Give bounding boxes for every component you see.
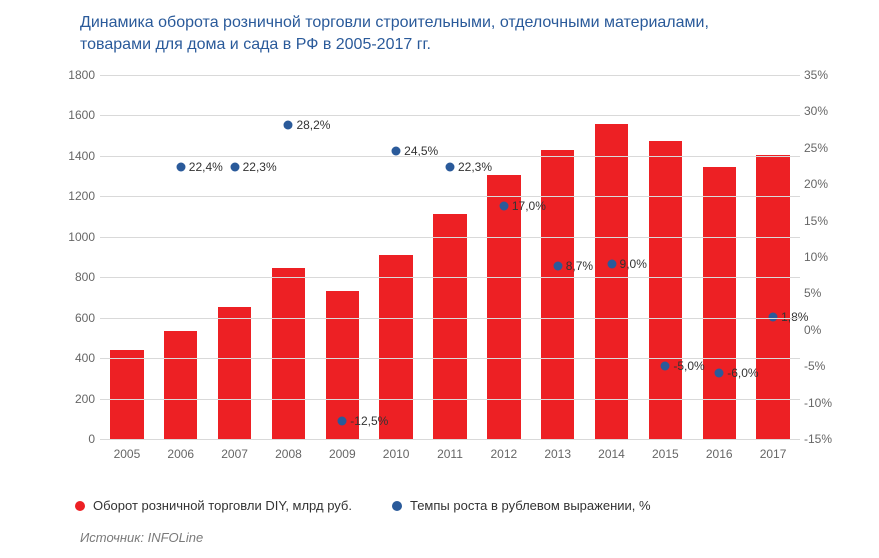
gridline	[100, 399, 800, 400]
bar	[595, 124, 628, 439]
bar	[541, 150, 574, 439]
bar-slot: 2014	[585, 75, 639, 439]
gridline	[100, 277, 800, 278]
gridline	[100, 75, 800, 76]
source-prefix: Источник:	[80, 530, 148, 545]
y-left-tick: 400	[60, 351, 95, 365]
bar	[649, 141, 682, 439]
bar-slot: 2011	[423, 75, 477, 439]
source-name: INFOLine	[148, 530, 204, 545]
gridline	[100, 156, 800, 157]
bar	[272, 268, 305, 439]
y-left-tick: 800	[60, 270, 95, 284]
legend-marker-bars	[75, 501, 85, 511]
x-tick-label: 2005	[100, 447, 154, 461]
bar	[326, 291, 359, 439]
bar-slot: 2006	[154, 75, 208, 439]
y-left-tick: 1400	[60, 149, 95, 163]
plot-region: 2005200620072008200920102011201220132014…	[100, 75, 800, 440]
y-left-tick: 1200	[60, 189, 95, 203]
x-tick-label: 2006	[154, 447, 208, 461]
bar-slot: 2013	[531, 75, 585, 439]
bar	[218, 307, 251, 439]
legend-marker-scatter	[392, 501, 402, 511]
gridline	[100, 115, 800, 116]
chart-area: 2005200620072008200920102011201220132014…	[60, 75, 840, 465]
x-tick-label: 2010	[369, 447, 423, 461]
bar	[164, 331, 197, 439]
gridline	[100, 318, 800, 319]
bar	[756, 155, 789, 439]
bar	[110, 350, 143, 439]
bar-slot: 2005	[100, 75, 154, 439]
y-right-tick: 30%	[804, 104, 842, 118]
bar-slot: 2012	[477, 75, 531, 439]
bar-layer: 2005200620072008200920102011201220132014…	[100, 75, 800, 439]
bar-slot: 2009	[315, 75, 369, 439]
x-tick-label: 2011	[423, 447, 477, 461]
y-right-tick: -15%	[804, 432, 842, 446]
y-left-tick: 600	[60, 311, 95, 325]
source-credit: Источник: INFOLine	[80, 530, 203, 545]
gridline	[100, 237, 800, 238]
legend: Оборот розничной торговли DIY, млрд руб.…	[75, 498, 651, 513]
x-tick-label: 2016	[692, 447, 746, 461]
y-right-tick: 10%	[804, 250, 842, 264]
legend-label-scatter: Темпы роста в рублевом выражении, %	[410, 498, 651, 513]
x-tick-label: 2007	[208, 447, 262, 461]
x-tick-label: 2014	[585, 447, 639, 461]
x-tick-label: 2009	[315, 447, 369, 461]
y-left-tick: 1800	[60, 68, 95, 82]
gridline	[100, 358, 800, 359]
y-right-tick: 25%	[804, 141, 842, 155]
y-right-tick: -5%	[804, 359, 842, 373]
y-right-tick: -10%	[804, 396, 842, 410]
bar-slot: 2017	[746, 75, 800, 439]
y-left-tick: 1600	[60, 108, 95, 122]
chart-title: Динамика оборота розничной торговли стро…	[0, 0, 780, 57]
x-tick-label: 2013	[531, 447, 585, 461]
bar-slot: 2015	[638, 75, 692, 439]
bar-slot: 2007	[208, 75, 262, 439]
y-left-tick: 200	[60, 392, 95, 406]
y-right-tick: 15%	[804, 214, 842, 228]
x-tick-label: 2012	[477, 447, 531, 461]
bar	[379, 255, 412, 439]
y-left-tick: 0	[60, 432, 95, 446]
y-right-tick: 35%	[804, 68, 842, 82]
x-tick-label: 2017	[746, 447, 800, 461]
bar-slot: 2016	[692, 75, 746, 439]
legend-label-bars: Оборот розничной торговли DIY, млрд руб.	[93, 498, 352, 513]
y-right-tick: 5%	[804, 286, 842, 300]
y-right-tick: 0%	[804, 323, 842, 337]
gridline	[100, 196, 800, 197]
y-left-tick: 1000	[60, 230, 95, 244]
bar-slot: 2008	[262, 75, 316, 439]
bar-slot: 2010	[369, 75, 423, 439]
x-tick-label: 2008	[262, 447, 316, 461]
gridline	[100, 439, 800, 440]
bar	[433, 214, 466, 439]
x-tick-label: 2015	[638, 447, 692, 461]
y-right-tick: 20%	[804, 177, 842, 191]
